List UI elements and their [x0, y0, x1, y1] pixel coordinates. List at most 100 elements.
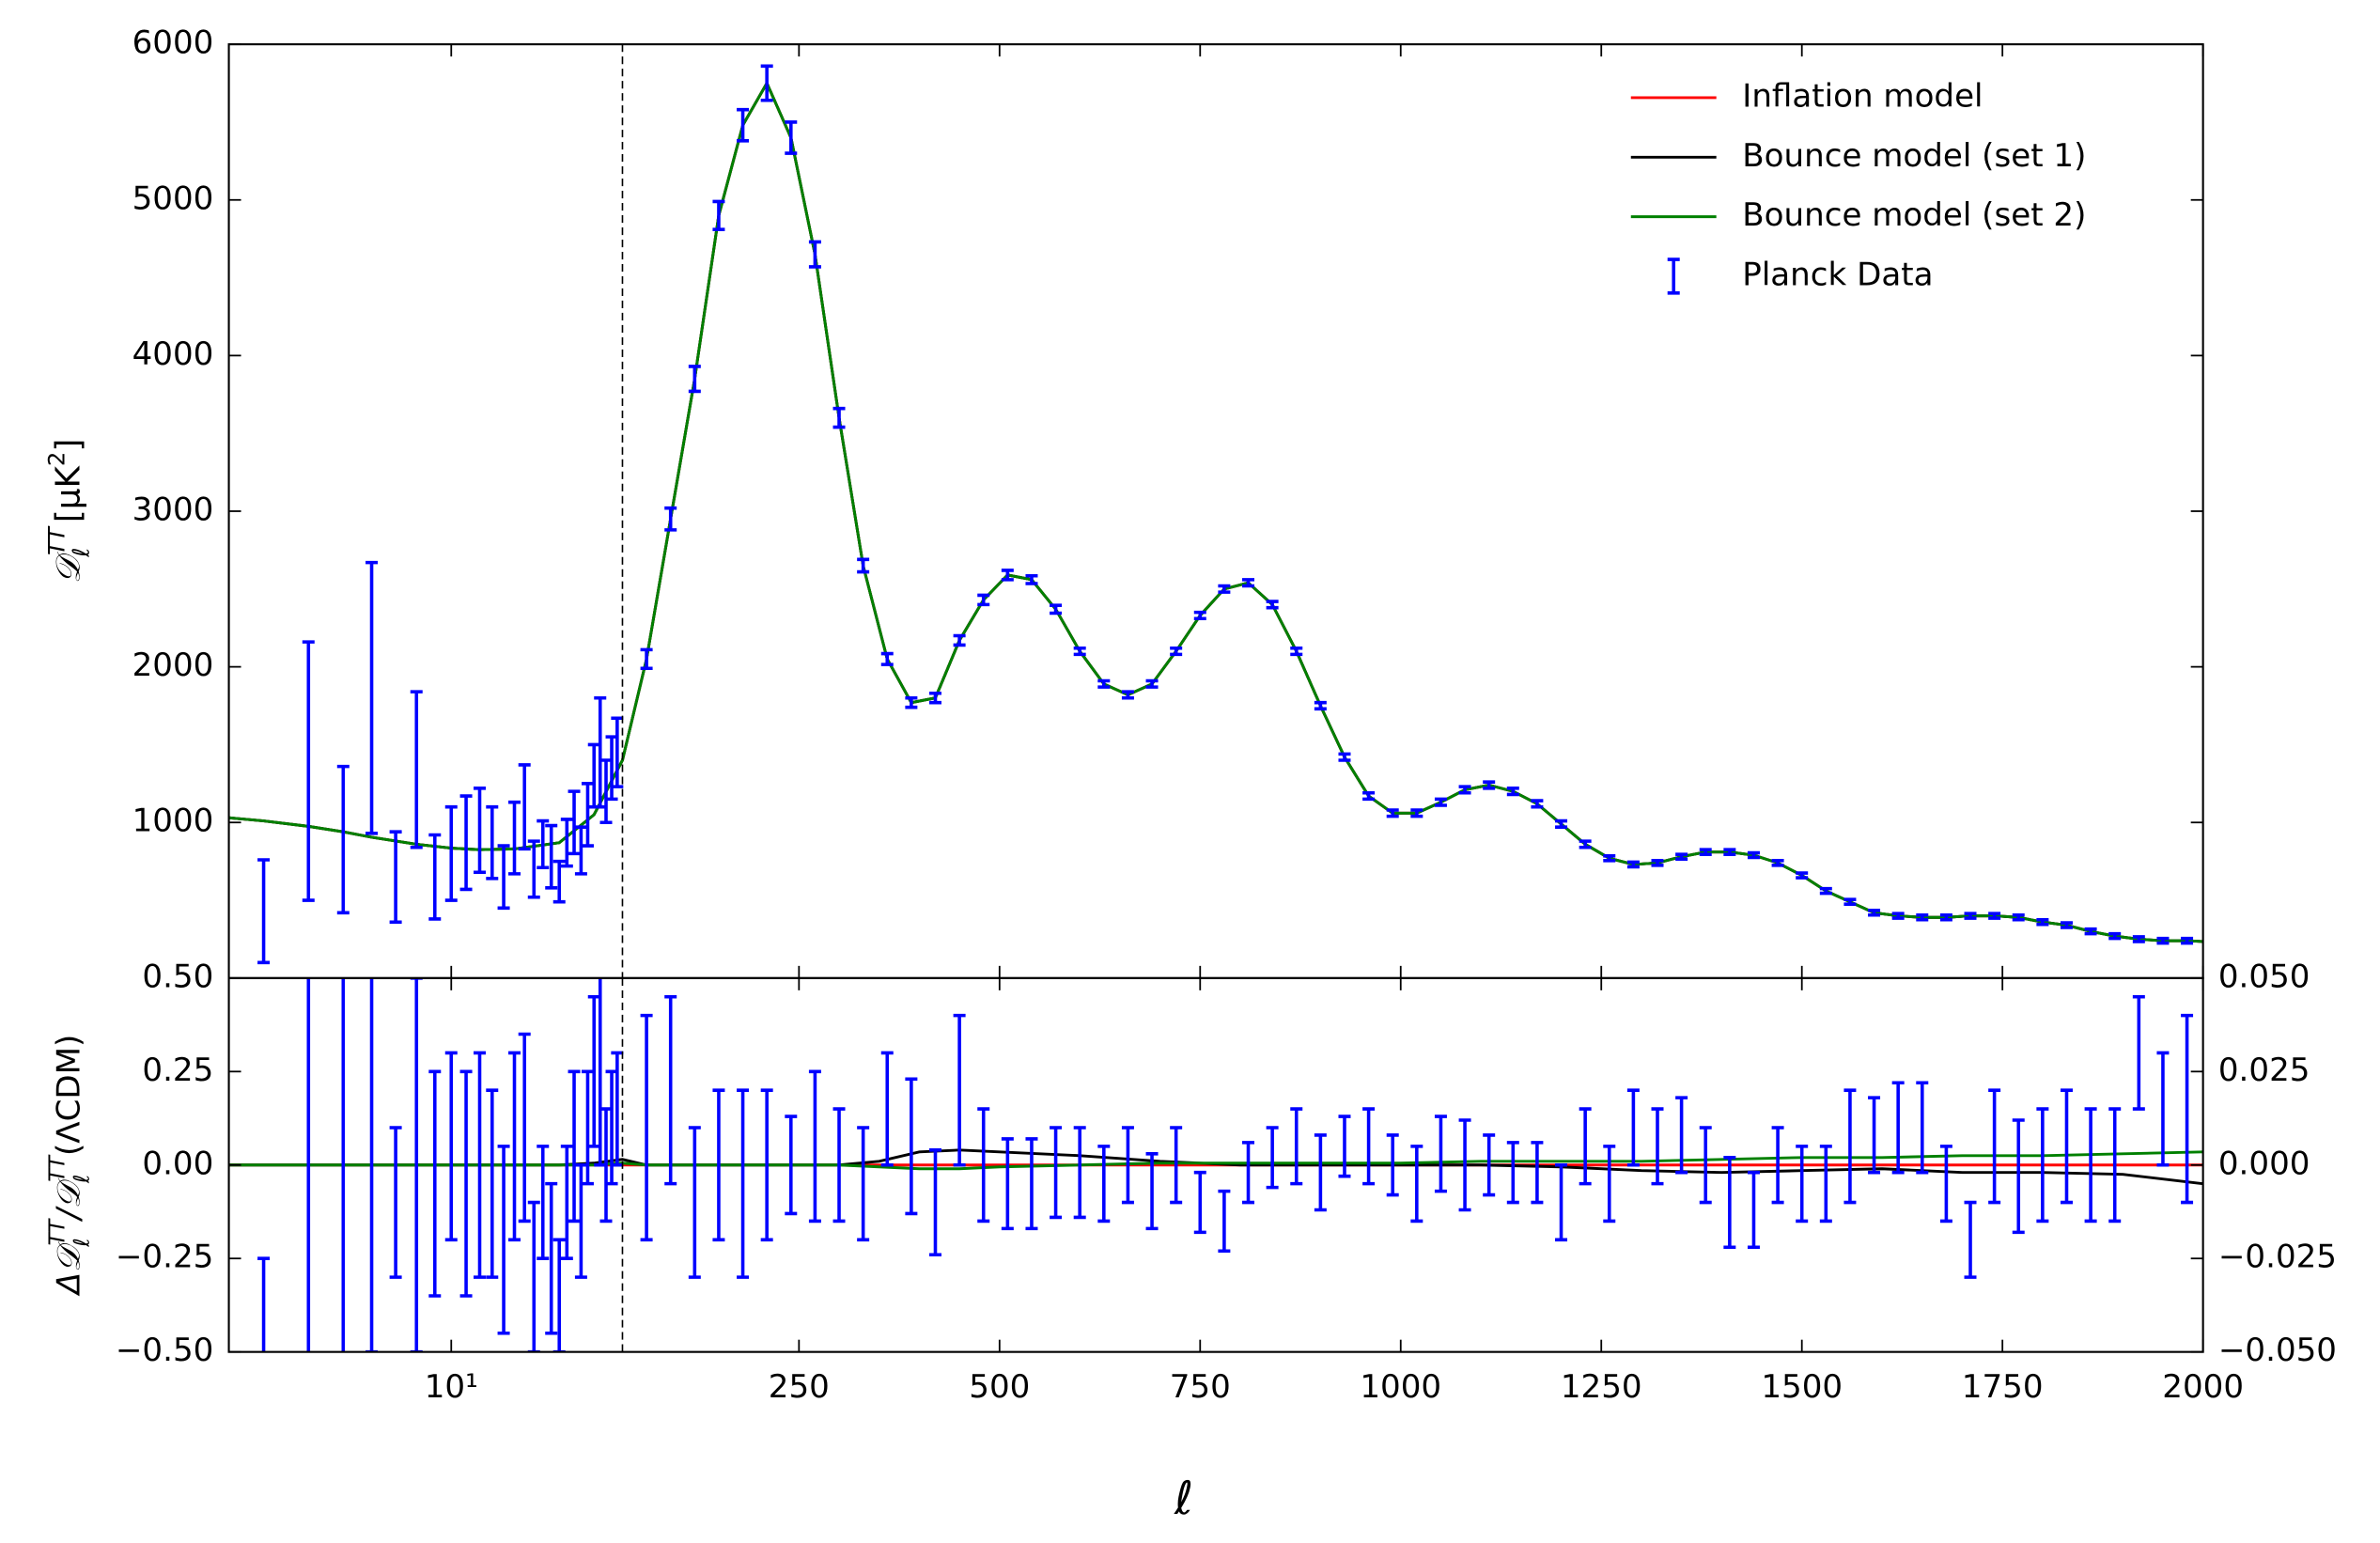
error-bar [1675, 852, 1688, 861]
error-bar [486, 1088, 499, 1279]
error-bar [1362, 790, 1376, 802]
error-bar [1579, 1107, 1592, 1186]
error-bar [568, 789, 581, 856]
error-bar [1170, 1126, 1183, 1205]
error-bar [444, 1051, 458, 1242]
error-bar [1338, 752, 1351, 762]
error-bar [808, 1069, 821, 1223]
error-bar [545, 823, 558, 890]
x-tick-label: 10¹ [425, 1368, 478, 1406]
error-bar [1025, 1137, 1038, 1231]
y-tick-label: −0.50 [116, 1332, 213, 1369]
error-bar [712, 199, 725, 232]
legend-label: Bounce model (set 2) [1742, 196, 2086, 234]
error-bar [1579, 839, 1592, 849]
error-bar [880, 1051, 894, 1167]
error-bar [1145, 1152, 1159, 1231]
error-bar [1651, 859, 1664, 867]
y-tick-label: 0.00 [142, 1145, 213, 1182]
legend-label: Bounce model (set 1) [1742, 137, 2086, 175]
error-bar [1458, 1118, 1471, 1212]
y-axis-label: Δ𝒟ℓTT/𝒟ℓTT(ΛCDM) [45, 1035, 94, 1298]
error-bar [574, 825, 587, 876]
error-bar [760, 64, 773, 102]
error-bar [302, 640, 315, 902]
y-tick-label: 6000 [132, 24, 214, 62]
error-bar [587, 742, 600, 809]
error-bar [1723, 848, 1736, 856]
error-bar [527, 839, 540, 899]
y2-tick-label: 0.000 [2218, 1145, 2310, 1182]
error-bar [1097, 678, 1111, 689]
y-tick-label: 5000 [132, 179, 214, 217]
error-bar [2036, 1107, 2049, 1223]
error-bar [929, 691, 941, 705]
error-bar [640, 1013, 653, 1242]
error-bar [257, 1256, 271, 1352]
model-line [228, 1150, 2203, 1171]
legend-swatch [1667, 257, 1680, 295]
error-bar [1001, 1137, 1014, 1231]
error-bar [737, 1088, 750, 1279]
error-bar [1964, 1200, 1977, 1279]
y-tick-label: 1000 [132, 803, 214, 840]
error-bar [1314, 700, 1327, 711]
error-bar [508, 800, 521, 876]
error-bar [537, 1145, 550, 1260]
y-tick-label: 3000 [132, 491, 214, 528]
error-bar [737, 107, 750, 143]
error-bar [428, 1069, 442, 1298]
error-bar [257, 858, 271, 965]
error-bar [1939, 1145, 1952, 1223]
error-bar [664, 994, 677, 1186]
x-tick-label: 1000 [1360, 1368, 1441, 1406]
error-bar [306, 977, 311, 1352]
error-bar [712, 1088, 725, 1242]
error-bar [459, 1069, 473, 1298]
error-bar [1843, 1088, 1857, 1205]
error-bar [2108, 931, 2122, 941]
error-bar [880, 651, 894, 666]
error-bar [2012, 912, 2025, 922]
error-bar [2156, 936, 2170, 945]
error-bar [1819, 886, 1832, 896]
error-bar [1506, 787, 1519, 797]
error-bar [1025, 573, 1038, 585]
error-bar [929, 1148, 941, 1257]
error-bar [537, 818, 550, 870]
error-bar [2012, 1118, 2025, 1235]
error-bar [953, 1013, 966, 1167]
error-bar [2181, 936, 2194, 945]
error-bar [1050, 603, 1063, 616]
error-bar [857, 1126, 870, 1242]
error-bar [2060, 921, 2073, 929]
x-tick-label: 750 [1170, 1368, 1231, 1406]
error-bar [1988, 1088, 2001, 1205]
error-bar [444, 804, 458, 902]
error-bar [1434, 797, 1447, 807]
error-bar [552, 1238, 566, 1352]
error-bar [785, 1114, 798, 1216]
legend-label: Inflation model [1742, 77, 1983, 115]
error-bar [2060, 1088, 2073, 1205]
error-bar [1050, 1126, 1063, 1220]
error-bar [1603, 1145, 1616, 1223]
error-bar [1531, 799, 1544, 809]
error-bar [518, 763, 531, 851]
error-bar [1868, 909, 1881, 917]
y2-tick-label: −0.025 [2218, 1239, 2337, 1276]
error-bar [508, 1051, 521, 1242]
error-bar [366, 560, 379, 835]
error-bar [552, 859, 566, 904]
error-bar [1001, 569, 1014, 582]
model-line [228, 1148, 2203, 1186]
error-bar [1626, 1088, 1640, 1167]
error-bar [2036, 917, 2049, 927]
error-bar [1603, 854, 1616, 863]
error-bar [1675, 1096, 1688, 1175]
error-bar [2132, 935, 2145, 943]
plot-area [228, 64, 2203, 965]
error-bar [2181, 1013, 2194, 1205]
error-bar [1555, 1162, 1568, 1242]
